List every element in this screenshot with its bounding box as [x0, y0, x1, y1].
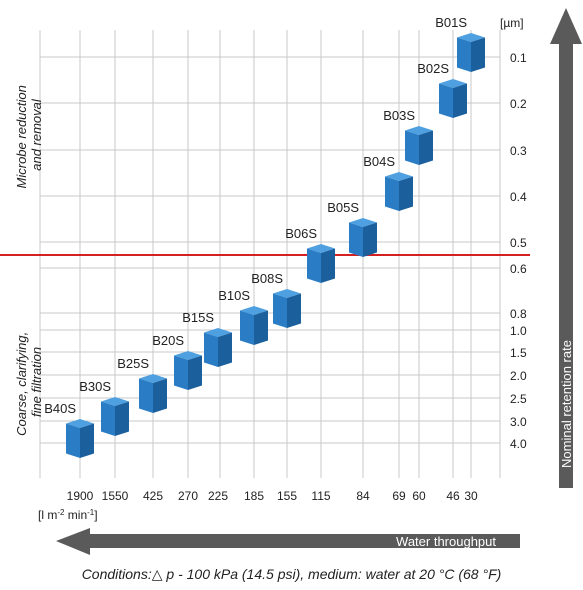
point-label: B30S — [79, 379, 111, 394]
conditions-note: Conditions:△ p - 100 kPa (14.5 psi), med… — [0, 566, 583, 583]
cube-point: B06S — [285, 226, 335, 283]
cube-left-face — [101, 401, 115, 436]
point-label: B25S — [117, 356, 149, 371]
delta-symbol: △ — [151, 566, 163, 582]
y-tick-label: 0.3 — [510, 144, 527, 158]
conditions-text: p - 100 kPa (14.5 psi), medium: water at… — [162, 566, 502, 582]
cube-point: B40S — [44, 401, 94, 458]
x-tick-label: 425 — [143, 489, 163, 503]
cube-left-face — [66, 423, 80, 458]
x-tick-label: 60 — [412, 489, 426, 503]
cube-left-face — [349, 222, 363, 257]
cube-right-face — [287, 293, 301, 328]
cube-left-face — [139, 378, 153, 413]
x-tick-label: 30 — [464, 489, 478, 503]
cube-right-face — [254, 310, 268, 345]
cube-right-face — [153, 378, 167, 413]
point-label: B10S — [218, 288, 250, 303]
x-tick-label: 225 — [208, 489, 228, 503]
cube-right-face — [218, 332, 232, 367]
x-tick-labels: 1900 1550 425 270 225 185 155 115 84 69 60 46 30 — [67, 489, 478, 503]
cube-left-face — [405, 130, 419, 165]
cube-left-face — [457, 37, 471, 72]
cube-right-face — [471, 37, 485, 72]
x-tick-label: 155 — [277, 489, 297, 503]
cube-point: B08S — [251, 271, 301, 328]
point-label: B05S — [327, 200, 359, 215]
point-label: B03S — [383, 108, 415, 123]
y-tick-label: 0.1 — [510, 51, 527, 65]
cube-right-face — [115, 401, 129, 436]
x-tick-label: 270 — [178, 489, 198, 503]
throughput-arrow: Water throughput — [56, 528, 520, 555]
y-tick-label: 1.5 — [510, 346, 527, 360]
cube-left-face — [240, 310, 254, 345]
y-tick-label: 1.0 — [510, 324, 527, 338]
region-label-lower: Coarse, clarifying, fine filtration — [14, 328, 44, 436]
cube-point: B03S — [383, 108, 433, 165]
x-tick-label: 1550 — [102, 489, 129, 503]
x-tick-label: 46 — [446, 489, 460, 503]
cube-right-face — [321, 248, 335, 283]
point-label: B01S — [435, 15, 467, 30]
cube-left-face — [307, 248, 321, 283]
retention-arrow: Nominal retention rate — [550, 8, 582, 488]
throughput-arrow-label: Water throughput — [396, 534, 496, 549]
y-tick-label: 2.5 — [510, 392, 527, 406]
x-tick-label: 115 — [311, 489, 330, 503]
cube-right-face — [453, 83, 467, 118]
y-tick-label: 0.8 — [510, 307, 527, 321]
conditions-prefix: Conditions: — [81, 566, 152, 582]
y-tick-label: 0.2 — [510, 97, 527, 111]
point-label: B20S — [152, 333, 184, 348]
cube-point: B20S — [152, 333, 202, 390]
y-tick-label: 4.0 — [510, 437, 527, 451]
point-label: B40S — [44, 401, 76, 416]
cube-right-face — [363, 222, 377, 257]
cube-left-face — [439, 83, 453, 118]
cube-left-face — [273, 293, 287, 328]
retention-chart: 0.10.20.30.40.50.60.81.01.52.02.53.04.0 … — [0, 8, 582, 555]
x-tick-label: 84 — [356, 489, 370, 503]
x-tick-label: 185 — [244, 489, 264, 503]
x-tick-label: 69 — [392, 489, 406, 503]
y-tick-labels: 0.1 0.2 0.3 0.4 0.5 0.6 0.8 1.0 1.5 2.0 2.5 3.0 4.0 — [510, 51, 527, 451]
cube-point: B04S — [363, 154, 413, 211]
cube-left-face — [204, 332, 218, 367]
cube-point: B02S — [417, 61, 467, 118]
cube-point: B01S — [435, 15, 485, 72]
point-label: B06S — [285, 226, 317, 241]
y-unit-label: [µm] — [500, 16, 524, 30]
region-label-upper: Microbe reduction and removal — [14, 82, 44, 189]
cube-point: B30S — [79, 379, 129, 436]
cube-right-face — [188, 355, 202, 390]
cube-right-face — [419, 130, 433, 165]
y-tick-label: 0.5 — [510, 236, 527, 250]
y-tick-label: 0.4 — [510, 190, 527, 204]
y-tick-label: 2.0 — [510, 369, 527, 383]
throughput-arrow-shape — [56, 528, 520, 555]
x-tick-label: 1900 — [67, 489, 94, 503]
point-label: B02S — [417, 61, 449, 76]
cube-left-face — [174, 355, 188, 390]
point-label: B04S — [363, 154, 395, 169]
retention-arrow-shape — [550, 8, 582, 488]
cube-point: B25S — [117, 356, 167, 413]
point-label: B08S — [251, 271, 283, 286]
cube-right-face — [399, 176, 413, 211]
point-label: B15S — [182, 310, 214, 325]
cube-right-face — [80, 423, 94, 458]
cube-left-face — [385, 176, 399, 211]
y-tick-label: 0.6 — [510, 262, 527, 276]
cube-point: B05S — [327, 200, 377, 257]
y-tick-label: 3.0 — [510, 415, 527, 429]
cube-point: B15S — [182, 310, 232, 367]
cube-point: B10S — [218, 288, 268, 345]
retention-arrow-label: Nominal retention rate — [559, 340, 574, 468]
x-unit-label: [l m-2 min-1] — [38, 508, 98, 522]
